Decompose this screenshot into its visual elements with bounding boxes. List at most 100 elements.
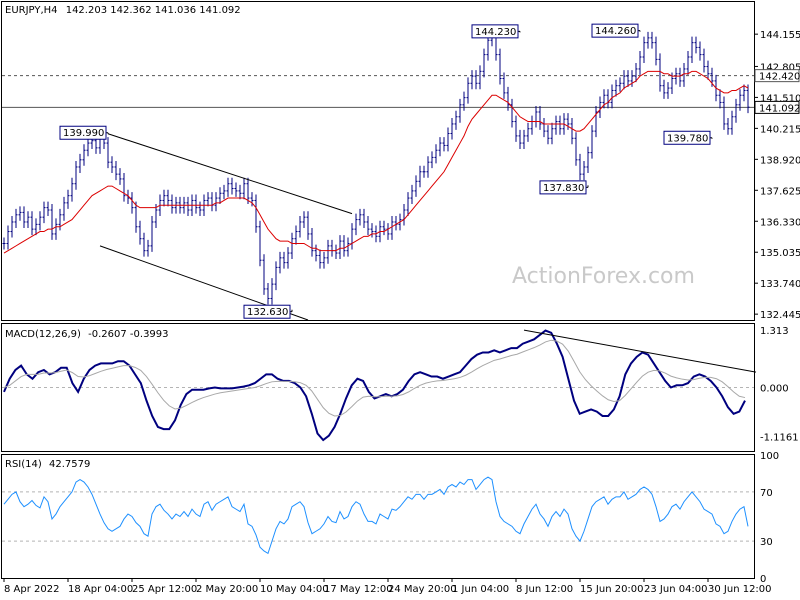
ohlc-bar	[62, 196, 66, 221]
macd-panel-header: MACD(12,26,9) -0.2607 -0.3993	[5, 329, 169, 340]
ohlc-bar	[738, 89, 742, 111]
ohlc-bar	[70, 177, 74, 202]
ohlc-bar	[306, 211, 310, 240]
ohlc-bar	[526, 122, 530, 142]
ohlc-bar	[110, 156, 114, 173]
ohlc-bar	[410, 184, 414, 205]
ohlc-bar	[478, 65, 482, 90]
ohlc-bar	[658, 53, 662, 92]
price-axis-label: 138.920	[760, 155, 800, 166]
axis-layer: 144.155 142.805 141.510 140.215 138.920 137.6…	[3, 30, 800, 595]
ohlc-bar	[498, 48, 502, 85]
ohlc-bar	[614, 79, 618, 97]
ohlc-bar	[650, 31, 654, 49]
ohlc-bar	[6, 225, 10, 250]
ohlc-bar	[150, 215, 154, 252]
ohlc-bar	[326, 239, 330, 264]
ohlc-bar	[278, 251, 282, 274]
time-axis-label: 30 Jun 12:00	[708, 584, 772, 595]
ohlc-bar	[610, 84, 614, 109]
ohlc-bar	[462, 91, 466, 111]
ohlc-bar	[550, 122, 554, 145]
macd-axis-label: 0.000	[760, 384, 789, 395]
ohlc-bar	[566, 113, 570, 130]
rsi-axis-label: 70	[760, 488, 773, 499]
price-axis-label: 141.510	[760, 93, 800, 104]
ohlc-bar	[598, 96, 602, 118]
price-annotation-label: 144.260	[595, 26, 636, 37]
ohlc-bar	[130, 192, 134, 214]
ohlc-bar	[666, 82, 670, 99]
price-annotation-label: 132.630	[247, 307, 288, 318]
ohlc-bar	[290, 232, 294, 260]
ohlc-bar	[46, 201, 50, 216]
ohlc-bar	[310, 227, 314, 257]
symbol-label: EURJPY,H4	[5, 5, 58, 16]
ohlc-bar	[322, 251, 326, 269]
ohlc-bar	[298, 215, 302, 238]
price-annotation: 144.230	[471, 24, 521, 39]
rsi-values: 42.7579	[49, 459, 90, 470]
price-panel-frame	[1, 1, 755, 321]
ohlc-bar	[214, 192, 218, 212]
ohlc-bar	[686, 51, 690, 75]
ohlc-bar	[406, 192, 410, 216]
macd-label: MACD(12,26,9)	[5, 329, 81, 340]
ohlc-bar	[138, 220, 142, 245]
ohlc-bar	[454, 110, 458, 130]
ohlc-bar	[26, 211, 30, 228]
ohlc-bar	[638, 51, 642, 75]
price-annotation-label: 139.780	[667, 133, 708, 144]
ohlc-bar	[50, 204, 54, 240]
ohlc-bar	[470, 70, 474, 90]
ohlc-bar	[558, 115, 562, 135]
ohlc-bar	[546, 125, 550, 145]
ohlc-bar	[282, 251, 286, 269]
ohlc-bar	[142, 232, 146, 257]
ohlc-bar	[414, 175, 418, 197]
price-tag-box	[754, 69, 800, 83]
ohlc-bar	[506, 86, 510, 111]
ohlc-bar	[314, 244, 318, 262]
ohlc-bar	[646, 31, 650, 49]
price-tag-label: 142.420	[759, 72, 800, 83]
ohlc-bar	[726, 117, 730, 135]
price-axis-label: 135.035	[760, 248, 800, 259]
ohlc-bar	[206, 192, 210, 207]
time-axis-label: 8 Apr 2022	[4, 584, 59, 595]
ohlc-bar	[118, 168, 122, 185]
ohlc-bar	[198, 201, 202, 216]
ohlc-bar	[722, 96, 726, 130]
ohlc-bar	[246, 177, 250, 205]
ohlc-bar	[274, 261, 278, 291]
ohlc-bar	[450, 117, 454, 140]
ohlc-bar	[166, 189, 170, 207]
price-axis-label: 133.740	[760, 279, 800, 290]
channel-trendline	[107, 133, 353, 215]
moving-average-line	[3, 70, 749, 254]
time-axis-label: 24 May 20:00	[388, 584, 457, 595]
ohlc-bar	[654, 36, 658, 66]
ohlc-bar	[518, 129, 522, 150]
ohlc-bar	[302, 211, 306, 228]
ohlc-bar	[474, 70, 478, 90]
ohlc-bar	[630, 70, 634, 87]
ohlc-bar	[370, 223, 374, 238]
price-annotation-label: 137.830	[543, 183, 584, 194]
time-axis-label: 10 May 04:00	[260, 584, 329, 595]
time-axis-label: 25 Apr 12:00	[132, 584, 197, 595]
macd-axis-label: 1.313	[760, 326, 789, 337]
time-axis-label: 17 May 12:00	[324, 584, 393, 595]
ohlc-bar	[586, 146, 590, 173]
ohlc-bar	[222, 184, 226, 200]
price-annotation: 132.630	[243, 304, 293, 319]
ohlc-bar	[162, 189, 166, 207]
ohlc-bar	[730, 110, 734, 135]
ohlc-bar	[266, 282, 270, 305]
time-axis-label: 15 Jun 20:00	[580, 584, 644, 595]
ohlc-bar	[510, 98, 514, 128]
ohlc-bar	[662, 79, 666, 99]
ohlc-bar	[438, 137, 442, 157]
price-annotation-label: 144.230	[475, 27, 516, 38]
